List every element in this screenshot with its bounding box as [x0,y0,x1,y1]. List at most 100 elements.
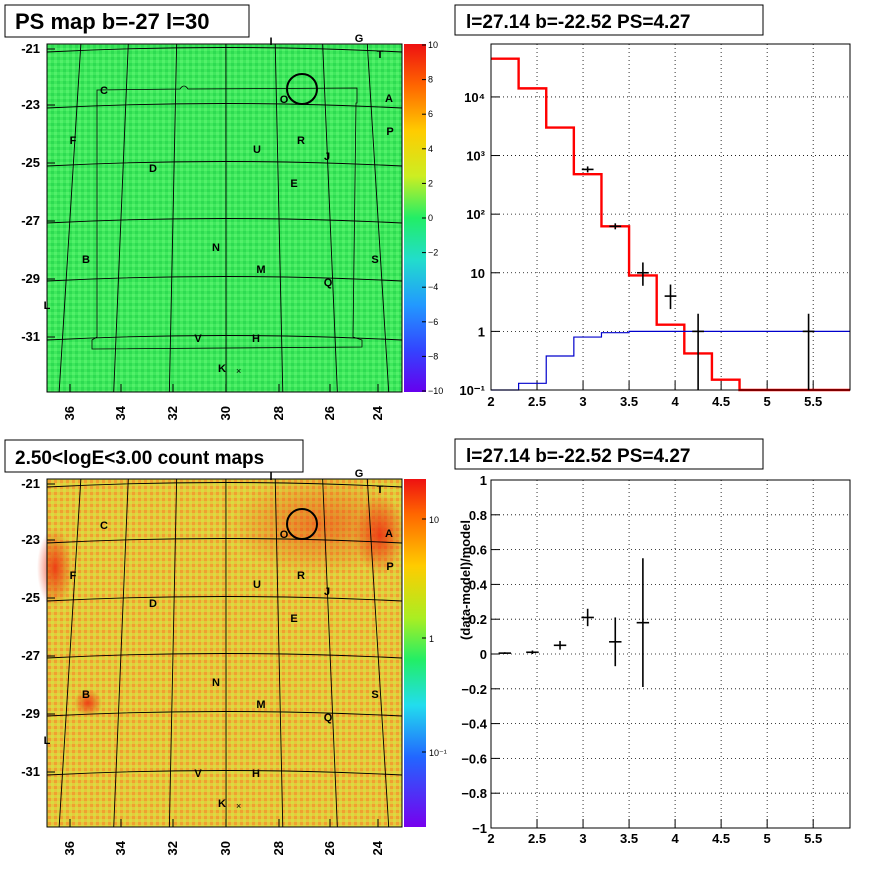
colorbar-tick-label: 4 [428,144,433,154]
model-histogram [491,57,850,392]
graticule-latitude [46,770,403,776]
x-tick-label: 5.5 [804,831,822,846]
x-tick-label: 2 [487,394,494,409]
source-label-b: B [82,689,90,701]
y-tick-label: −0.4 [461,717,487,732]
colorbar-tick-label: 2 [428,178,433,188]
y-tick-label: 10² [466,207,485,222]
source-label-g: G [355,33,364,45]
colorbar-tick-label: 6 [428,109,433,119]
plot-frame [490,479,851,829]
y-tick-label: 1 [478,324,485,339]
y-tick-label: −0.6 [461,751,487,766]
source-label-e: E [290,613,297,625]
graticule-longitude [58,478,82,828]
y-tick-label: 0.6 [469,543,487,558]
x-tick-label: 3 [579,394,586,409]
source-label-h: H [252,333,260,345]
y-tick-label: −1 [472,821,487,836]
graticule-latitude [46,103,403,109]
source-label-u: U [253,579,261,591]
x-tick-label: 30 [218,406,233,420]
source-label-j: J [324,151,330,163]
graticule-longitude [58,43,82,393]
source-label-p: P [386,561,393,573]
background-histogram [491,330,850,391]
x-tick-label: 36 [62,841,77,855]
source-label-m: M [256,264,265,276]
plot-frame [490,43,851,391]
x-tick-label: 2 [487,831,494,846]
source-label-v: V [194,768,202,780]
graticule-longitude [168,43,178,393]
source-label-m: M [256,699,265,711]
x-tick-label: 26 [322,841,337,855]
source-label-c: C [100,520,108,532]
y-tick-label: 0 [480,647,487,662]
y-tick-label: 10 [471,266,485,281]
source-label-f: F [70,135,77,147]
source-label-i: I [269,36,272,48]
x-tick-label: 2.5 [528,831,546,846]
source-circle [286,508,318,540]
source-label-o: O [280,94,289,106]
plot-border [490,479,851,829]
x-tick-label: 28 [271,406,286,420]
source-label-p: P [386,126,393,138]
y-tick-label: -31 [21,764,40,779]
source-label-l: L [44,300,51,312]
graticule-latitude [46,218,403,224]
x-tick-label: 4 [671,831,679,846]
y-tick-label: 10⁻¹ [459,383,485,398]
map-hotspot [74,689,102,717]
y-tick-label: -23 [21,97,40,112]
x-tick-label: 4 [671,394,679,409]
x-tick-label: 3.5 [620,394,638,409]
colorbar-tick-label: 10 [428,40,438,50]
y-tick-label: -27 [21,648,40,663]
source-label-q: Q [324,277,333,289]
source-label-i: I [269,471,272,483]
graticule-longitude [322,478,338,828]
graticule-latitude [46,711,403,717]
y-tick-label: -29 [21,706,40,721]
map-image [47,44,402,392]
source-label-c: C [100,85,108,97]
source-label-a: A [385,93,393,105]
source-label-d: D [149,598,157,610]
x-tick-label: 24 [370,405,385,420]
source-label-j: J [324,586,330,598]
y-tick-label: -31 [21,329,40,344]
graticule-latitude [46,538,403,544]
y-tick-label: -29 [21,271,40,286]
y-tick-label: 0.4 [469,577,488,592]
x-tick-label: 24 [370,840,385,855]
source-circle [286,73,318,105]
colorbar-tick-label: −10 [428,386,443,396]
source-label-k: K [218,363,226,375]
colorbar-tick-label: 1 [429,634,434,644]
map-hotspot [37,528,73,608]
chart-title: l=27.14 b=-22.52 PS=4.27 [466,12,690,33]
y-tick-label: -25 [21,590,40,605]
source-label-q: Q [324,712,333,724]
x-tick-label: 32 [165,841,180,855]
x-tick-label: 2.5 [528,394,546,409]
colorbar [404,479,426,827]
graticule-latitude [46,276,403,282]
y-tick-label: 10⁴ [464,90,485,105]
source-label-n: N [212,677,220,689]
spectrum-panel: 2 2.5 3 3.5 4 4.5 5 5.5 10⁻¹ 1 10 10² 10³ 10⁴ l=27.14 … [454,4,851,409]
x-tick-label: 34 [113,840,128,855]
x-tick-label: 5 [764,831,771,846]
x-tick-label: 4.5 [712,831,730,846]
graticule-latitude [46,47,403,53]
source-label-s: S [371,254,378,266]
graticule-latitude [46,482,403,488]
x-tick-label: 5 [764,394,771,409]
colorbar [404,44,426,392]
y-tick-label: -21 [21,41,40,56]
source-label-k: K [218,798,226,810]
source-label-g: G [355,468,364,480]
